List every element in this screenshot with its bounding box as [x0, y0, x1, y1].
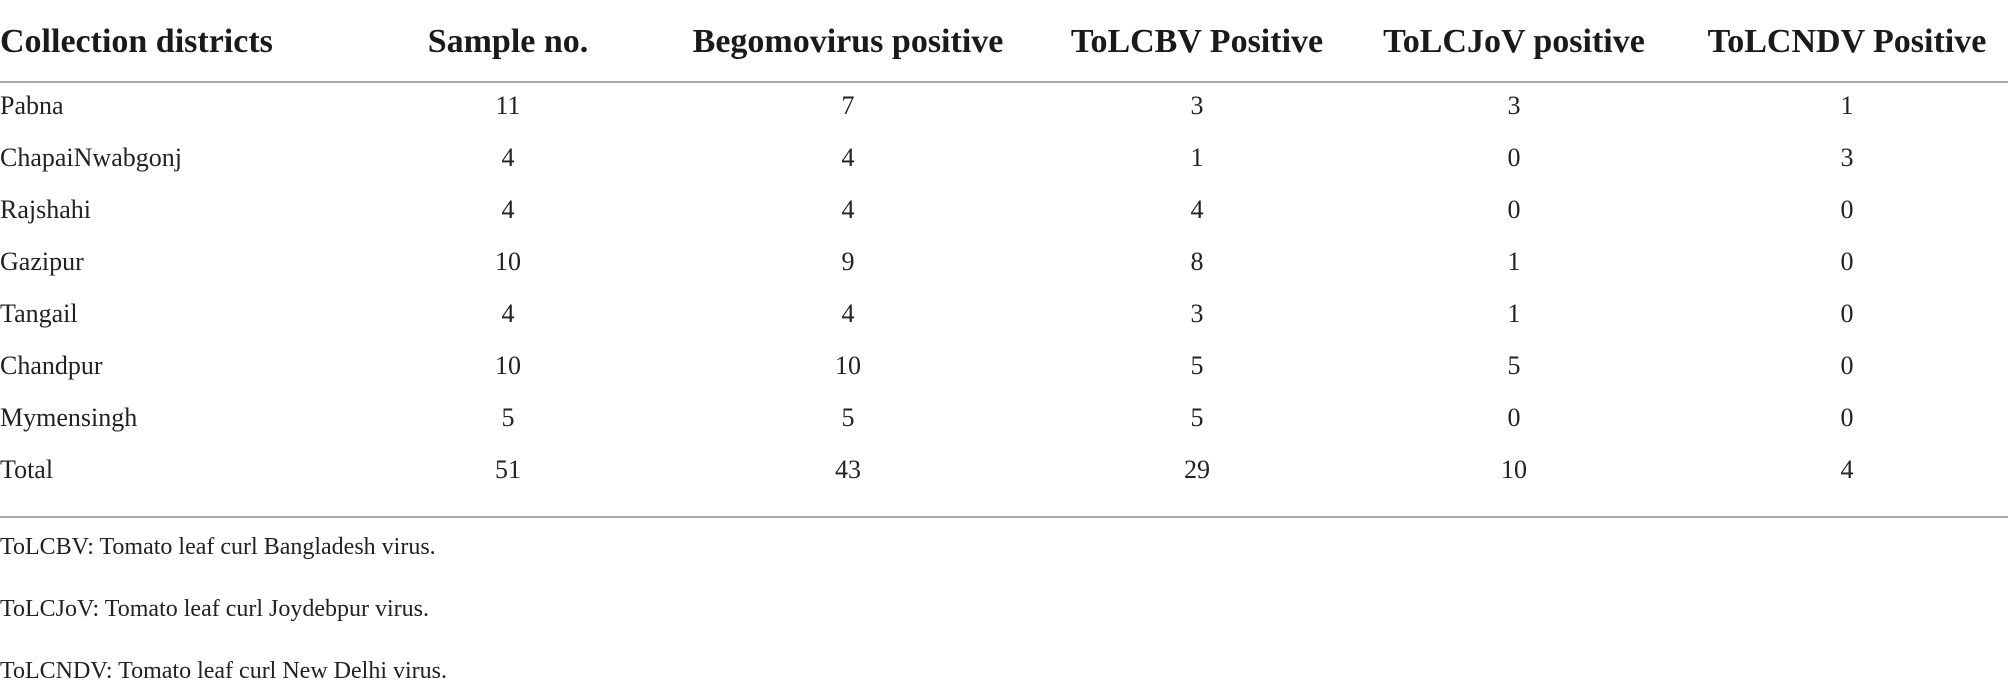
footnote: ToLCJoV: Tomato leaf curl Joydebpur viru… — [0, 596, 430, 622]
table-cell: 1 — [1507, 299, 1521, 328]
table-cell: 4 — [501, 195, 515, 224]
row-label: Tangail — [0, 299, 78, 328]
column-header: Sample no. — [427, 23, 589, 60]
row-label: Gazipur — [0, 247, 84, 276]
table-cell: 5 — [1190, 403, 1204, 432]
table-cell: 43 — [835, 455, 861, 484]
table-cell: 4 — [1840, 455, 1854, 484]
column-header: Collection districts — [0, 23, 273, 60]
table-cell: 5 — [1190, 351, 1204, 380]
table-cell: 4 — [841, 195, 855, 224]
table-cell: 0 — [1507, 403, 1521, 432]
table-cell: 10 — [1501, 455, 1527, 484]
table-cell: 10 — [495, 247, 521, 276]
row-label: Pabna — [0, 91, 64, 120]
table-cell: 4 — [841, 299, 855, 328]
table-cell: 5 — [501, 403, 515, 432]
column-header: Begomovirus positive — [692, 23, 1004, 60]
column-header: ToLCNDV Positive — [1707, 23, 1987, 60]
table-cell: 3 — [1507, 91, 1521, 120]
table-cell: 11 — [495, 91, 521, 120]
table-cell: 0 — [1840, 403, 1854, 432]
row-label: Total — [0, 455, 54, 484]
column-header: ToLCJoV positive — [1383, 23, 1645, 60]
table-cell: 3 — [1840, 143, 1854, 172]
column-header: ToLCBV Positive — [1070, 23, 1324, 60]
table-cell: 0 — [1840, 351, 1854, 380]
table-cell: 0 — [1840, 247, 1854, 276]
table-cell: 0 — [1507, 195, 1521, 224]
table-cell: 5 — [1507, 351, 1521, 380]
bottom-rule — [0, 516, 2008, 518]
table-cell: 8 — [1190, 247, 1204, 276]
footnote: ToLCBV: Tomato leaf curl Bangladesh viru… — [0, 534, 436, 560]
table-cell: 1 — [1507, 247, 1521, 276]
table-cell: 3 — [1190, 91, 1204, 120]
row-label: Chandpur — [0, 351, 103, 380]
table-cell: 4 — [1190, 195, 1204, 224]
table-cell: 51 — [495, 455, 521, 484]
table-cell: 10 — [495, 351, 521, 380]
table-cell: 0 — [1840, 195, 1854, 224]
row-label: ChapaiNwabgonj — [0, 143, 182, 172]
row-label: Rajshahi — [0, 195, 91, 224]
table-cell: 1 — [1840, 91, 1854, 120]
table-cell: 7 — [841, 91, 855, 120]
row-label: Mymensingh — [0, 403, 138, 432]
header-rule — [0, 81, 2008, 83]
table-cell: 4 — [501, 143, 515, 172]
table-cell: 3 — [1190, 299, 1204, 328]
table-cell: 4 — [501, 299, 515, 328]
table-cell: 9 — [841, 247, 855, 276]
table-cell: 1 — [1190, 143, 1204, 172]
table-cell: 10 — [835, 351, 861, 380]
table-cell: 0 — [1507, 143, 1521, 172]
table-cell: 5 — [841, 403, 855, 432]
table-cell: 29 — [1184, 455, 1210, 484]
footnote: ToLCNDV: Tomato leaf curl New Delhi viru… — [0, 658, 447, 684]
table-cell: 0 — [1840, 299, 1854, 328]
table-cell: 4 — [841, 143, 855, 172]
